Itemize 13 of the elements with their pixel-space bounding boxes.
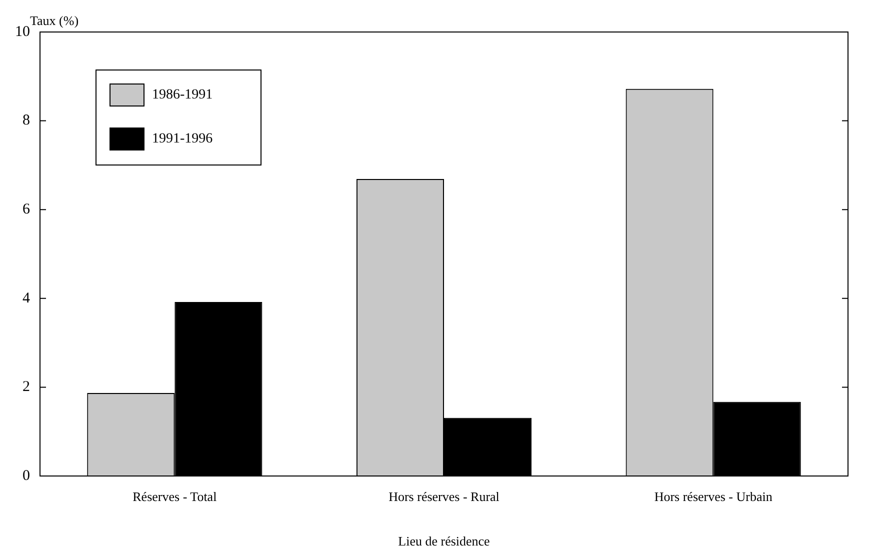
x-tick-label: Hors réserves - Rural (388, 489, 500, 504)
x-axis-title: Lieu de résidence (398, 534, 490, 549)
y-tick-label: 6 (22, 202, 30, 218)
legend-label: 1986-1991 (152, 88, 213, 103)
y-tick-label: 0 (22, 468, 30, 484)
y-tick-label: 8 (22, 112, 30, 129)
y-tick-label: 4 (22, 290, 30, 306)
legend-label: 1991-1996 (152, 132, 213, 147)
y-tick-label: 10 (15, 24, 30, 40)
x-tick-label: Hors réserves - Urbain (654, 489, 773, 504)
y-axis-title: Taux (%) (30, 12, 79, 28)
x-tick-label: Réserves - Total (132, 489, 218, 504)
y-tick-label: 2 (22, 379, 30, 396)
